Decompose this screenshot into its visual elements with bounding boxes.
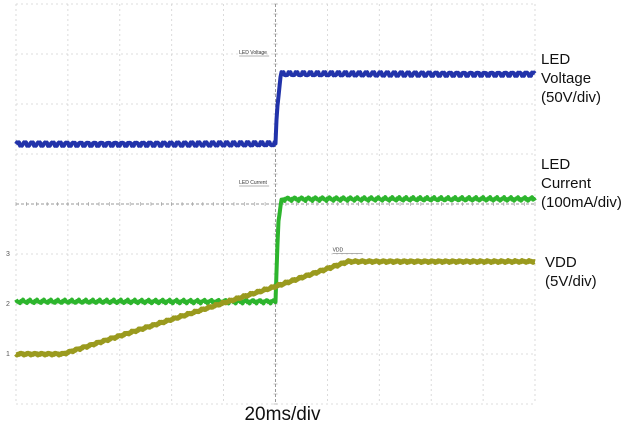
legend-line: Current [541, 175, 592, 192]
traces [14, 70, 537, 358]
trace-annotation: LED Current [239, 180, 267, 186]
legend-line: (5V/div) [545, 273, 597, 290]
grid [15, 3, 536, 405]
annotations: LED Voltage LED Current VDD [239, 50, 363, 254]
legend-line: VDD [545, 254, 577, 271]
legend-vdd: VDD (5V/div) [545, 253, 597, 291]
ground-marker: 2 [6, 301, 10, 308]
legend-line: LED [541, 156, 571, 173]
ground-marker: 3 [6, 251, 10, 258]
trace-0 [14, 70, 537, 148]
legend-line: (50V/div) [541, 89, 602, 106]
legend-led-current: LED Current (100mA/div) [541, 155, 622, 212]
trace-annotation: VDD [333, 248, 344, 254]
x-axis-label: 20ms/div [244, 404, 321, 425]
ground-markers: 1 2 3 [6, 251, 10, 358]
legend-line: LED [541, 51, 571, 68]
legend-line: (100mA/div) [541, 194, 622, 211]
legend-line: Voltage [541, 70, 592, 87]
trace-annotation: LED Voltage [239, 50, 267, 56]
ground-marker: 1 [6, 351, 10, 358]
trace-2 [14, 258, 537, 358]
trace-1 [14, 195, 537, 306]
legend-led-voltage: LED Voltage (50V/div) [541, 50, 601, 107]
